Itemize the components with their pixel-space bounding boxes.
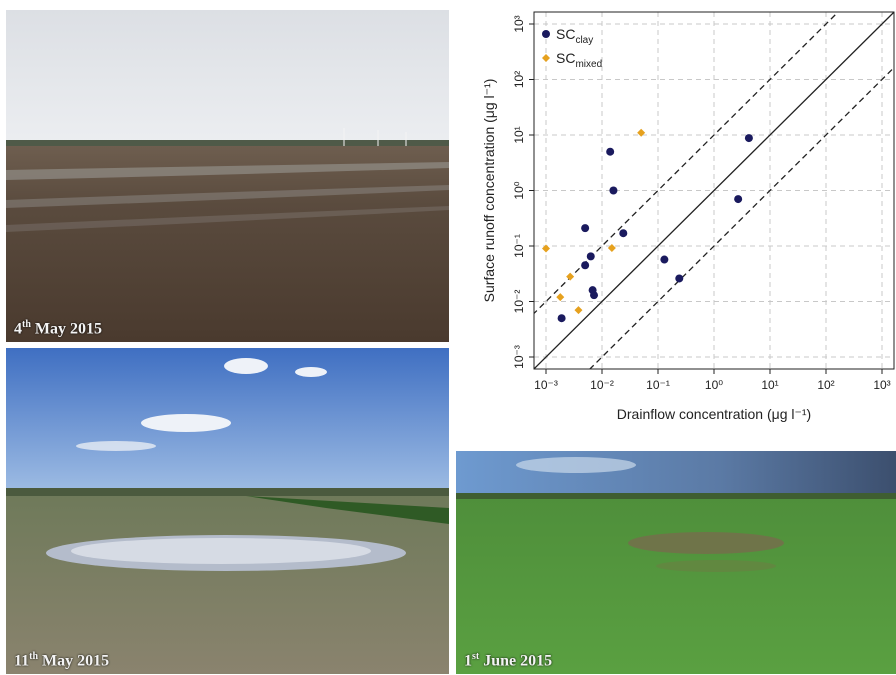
point-mixed bbox=[566, 272, 575, 281]
y-tick-label: 10² bbox=[512, 71, 526, 88]
photo-date-caption: 1st June 2015 bbox=[464, 650, 553, 669]
point-clay bbox=[675, 274, 684, 283]
point-clay bbox=[586, 252, 595, 261]
x-tick-label: 10⁻² bbox=[590, 378, 614, 392]
y-axis-label: Surface runoff concentration (μg l⁻¹) bbox=[481, 79, 497, 303]
chart-svg: 10⁻³ 10⁻³ 10⁻² 10⁻² 10⁻¹ 10⁻¹ 10⁰ 10⁰ 10¹ 10¹ 10² 1… bbox=[481, 11, 895, 422]
y-tick-label: 10⁰ bbox=[512, 181, 526, 199]
photo-ponded-field: 11th May 2015 bbox=[6, 348, 449, 674]
photo-bare-field: 4th May 2015 bbox=[6, 10, 449, 342]
point-clay bbox=[581, 224, 590, 233]
y-tick-label: 10³ bbox=[512, 15, 526, 32]
y-tick-label: 10⁻² bbox=[512, 290, 526, 314]
point-clay bbox=[619, 229, 628, 238]
reference-line-1-to-10 bbox=[588, 66, 894, 369]
legend-marker-clay bbox=[542, 30, 550, 38]
legend-label-clay: SCclay bbox=[556, 26, 593, 46]
reference-line-1-to-1 bbox=[534, 12, 894, 369]
point-mixed bbox=[574, 306, 583, 315]
legend-label-mixed: SCmixed bbox=[556, 50, 602, 70]
y-tick-label: 10⁻³ bbox=[512, 345, 526, 369]
x-tick-label: 10⁰ bbox=[705, 378, 723, 392]
photo-date-caption: 11th May 2015 bbox=[14, 650, 110, 669]
point-clay bbox=[660, 255, 669, 264]
photo-date-caption: 4th May 2015 bbox=[14, 318, 103, 337]
point-mixed bbox=[556, 293, 565, 302]
y-tick-label: 10⁻¹ bbox=[512, 234, 526, 258]
photo-green-field: 1st June 2015 bbox=[456, 451, 896, 674]
x-tick-label: 10⁻¹ bbox=[646, 378, 670, 392]
point-clay bbox=[744, 134, 753, 143]
x-axis-label: Drainflow concentration (μg l⁻¹) bbox=[617, 406, 811, 422]
x-tick-label: 10² bbox=[817, 378, 834, 392]
x-tick-label: 10¹ bbox=[761, 378, 778, 392]
y-tick-label: 10¹ bbox=[512, 126, 526, 143]
point-clay bbox=[590, 291, 599, 300]
x-tick-label: 10³ bbox=[873, 378, 890, 392]
point-clay bbox=[581, 261, 590, 270]
scatter-chart: 10⁻³ 10⁻³ 10⁻² 10⁻² 10⁻¹ 10⁻¹ 10⁰ 10⁰ 10¹ 10¹ 10² 1… bbox=[462, 0, 896, 448]
x-tick-label: 10⁻³ bbox=[534, 378, 558, 392]
point-clay bbox=[734, 195, 743, 204]
point-mixed bbox=[607, 244, 616, 253]
point-mixed bbox=[637, 128, 646, 137]
point-clay bbox=[606, 147, 615, 156]
reference-line-10-to-1 bbox=[534, 12, 840, 315]
point-clay bbox=[557, 314, 566, 323]
legend-marker-mixed bbox=[542, 54, 550, 62]
point-mixed bbox=[542, 244, 550, 253]
point-clay bbox=[609, 186, 618, 195]
